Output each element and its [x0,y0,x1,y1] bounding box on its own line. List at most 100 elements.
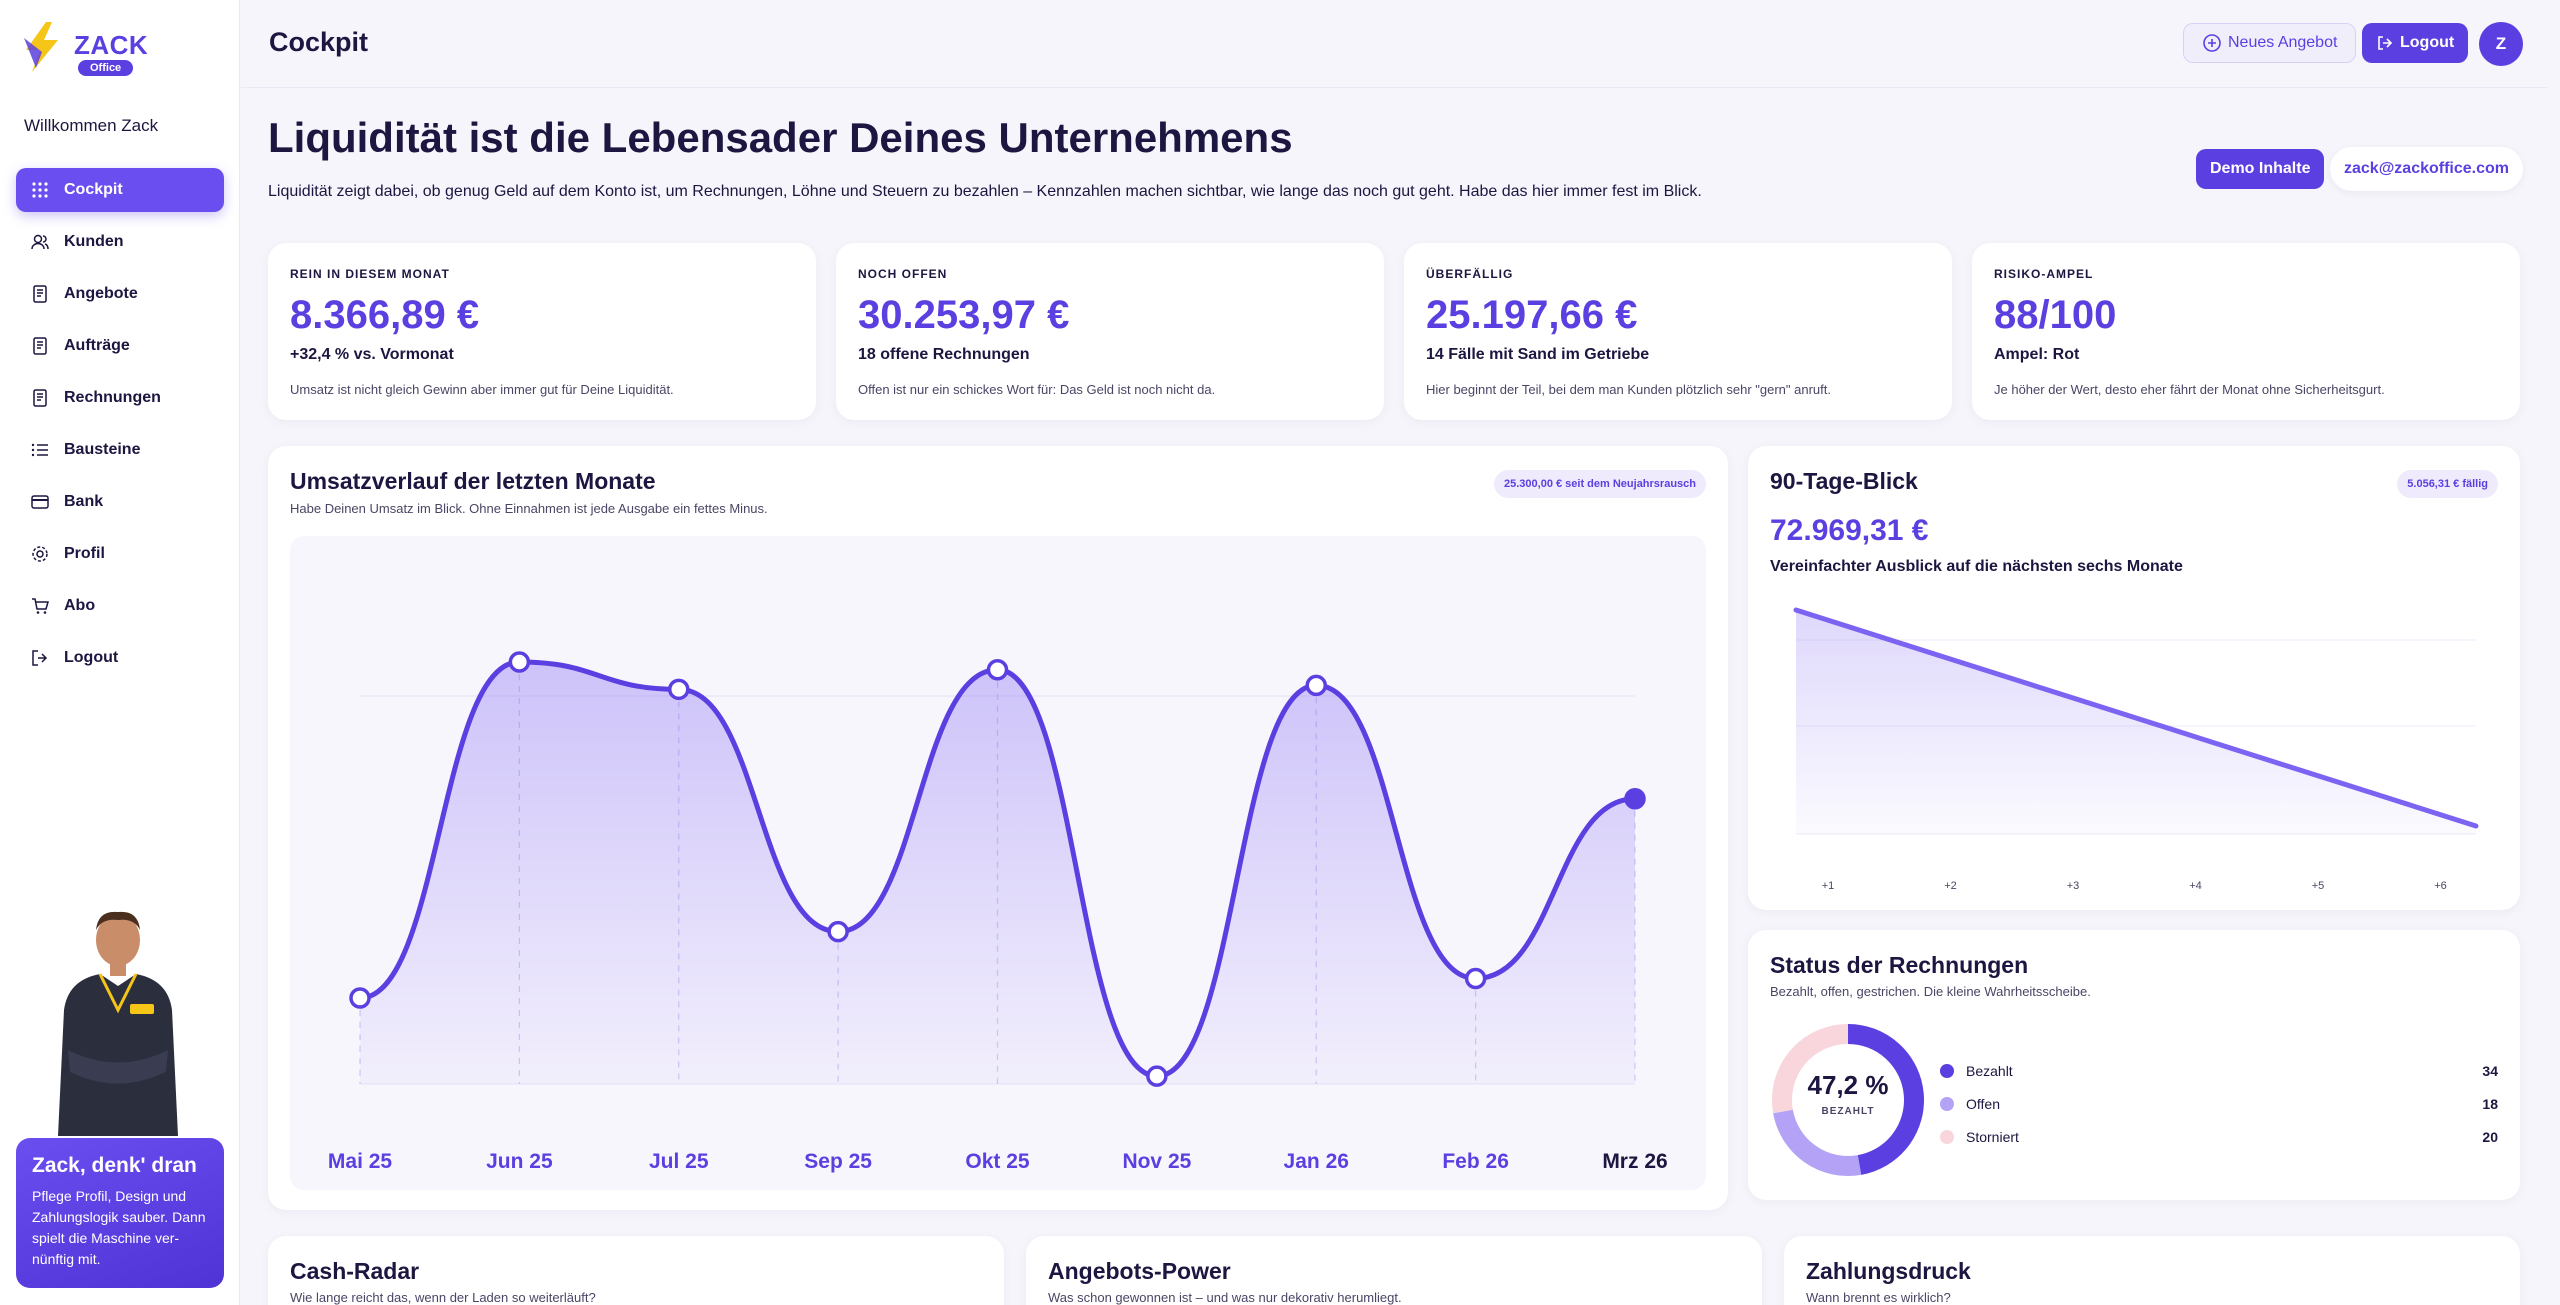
x-tick-label: Jan 26 [1284,1150,1349,1173]
page-scrollbar[interactable] [2548,0,2560,1305]
payment-pressure-subtitle: Wann brennt es wirklich? [1806,1290,1951,1305]
legend-dot [1940,1130,1954,1144]
x-tick-label: +1 [1822,880,1835,892]
kpi-sub: Ampel: Rot [1994,346,2080,363]
tip-text: Pflege Profil, Design und Zahlungslogik … [32,1188,206,1267]
ninety-pill: 5.056,31 € fällig [2397,470,2498,498]
kpi-value: 30.253,97 € [858,293,1070,337]
donut-center-value: 47,2 % [1807,1070,1889,1100]
sidebar-item-aufträge[interactable]: Aufträge [16,324,224,368]
revenue-subtitle: Habe Deinen Umsatz im Blick. Ohne Einnah… [290,501,768,516]
legend-dot [1940,1097,1954,1111]
sidebar-item-label: Angebote [64,285,138,302]
new-offer-button[interactable]: Neues Angebot [2183,23,2357,63]
plus-circle-icon [2203,34,2221,52]
kpi-card-income: REIN IN DIESEM MONAT 8.366,89 € +32,4 % … [268,243,816,420]
revenue-point[interactable] [1624,787,1646,810]
legend-item: Storniert 20 [1940,1126,2498,1148]
revenue-point[interactable] [1305,674,1327,697]
tip-title: Zack, denk' dran [32,1154,197,1177]
revenue-point[interactable] [1146,1065,1168,1087]
ninety-title: 90-Tage-Blick [1770,468,1918,494]
revenue-point[interactable] [986,659,1009,681]
status-title: Status der Rechnungen [1770,952,2029,978]
sidebar-item-bausteine[interactable]: Bausteine [16,428,224,472]
revenue-line [359,659,1636,1079]
x-tick-label: Sep 25 [804,1150,872,1173]
ninety-subtitle: Vereinfachter Ausblick auf die nächsten … [1770,558,2183,575]
sidebar-item-label: Aufträge [64,337,130,354]
payment-pressure-card: Zahlungsdruck Wann brennt es wirklich? [1784,1236,2520,1305]
kpi-card-risk: RISIKO-AMPEL 88/100 Ampel: Rot Je höher … [1972,243,2520,420]
kpi-value: 88/100 [1994,293,2117,337]
sidebar-item-label: Bank [64,493,104,510]
sidebar-item-rechnungen[interactable]: Rechnungen [16,376,224,420]
sidebar-nav: Cockpit Kunden Angebote Aufträge Rechnungen B… [16,168,224,688]
kpi-sub: 18 offene Rechnungen [858,346,1030,363]
sidebar-item-label: Abo [64,597,96,614]
legend-label: Storniert [1966,1129,2019,1145]
status-donut [1772,1024,1924,1176]
kpi-note: Offen ist nur ein schickes Wort für: Das… [858,382,1216,397]
logout-icon [30,648,50,668]
legend-dot [1940,1064,1954,1078]
donut-slice[interactable] [1847,1024,1924,1175]
mascot-illustration [58,911,178,1136]
kpi-note: Umsatz ist nicht gleich Gewinn aber imme… [290,382,674,397]
hero-subtitle: Liquidität zeigt dabei, ob genug Geld au… [268,183,1702,200]
kpi-value: 25.197,66 € [1426,293,1638,337]
sidebar-item-angebote[interactable]: Angebote [16,272,224,316]
revenue-pill: 25.300,00 € seit dem Neujahrsrausch [1494,470,1706,498]
forecast-line [1793,607,2479,829]
donut-slice[interactable] [1772,1024,1849,1114]
legend-count: 20 [2482,1129,2498,1145]
payment-pressure-title: Zahlungsdruck [1806,1258,1971,1284]
legend-label: Offen [1966,1096,2000,1112]
revenue-point[interactable] [668,678,690,701]
legend-item: Offen 18 [1940,1093,2498,1115]
revenue-chart: Mai 25 Jun 25 Jul 25 Sep 25 Okt 25 Nov 25 Jan … [328,651,1668,1173]
invoice-status-card: Status der Rechnungen Bezahlt, offen, ge… [1748,930,2520,1200]
revenue-point[interactable] [349,987,371,1009]
revenue-point[interactable] [508,651,531,673]
sidebar-item-profil[interactable]: Profil [16,532,224,576]
page-title: Cockpit [269,27,369,57]
kpi-label: RISIKO-AMPEL [1994,267,2094,281]
document-icon [30,388,50,408]
sidebar-item-kunden[interactable]: Kunden [16,220,224,264]
sidebar-item-abo[interactable]: Abo [16,584,224,628]
revenue-plot-area: Mai 25 Jun 25 Jul 25 Sep 25 Okt 25 Nov 25 Jan … [290,536,1706,1190]
kpi-sub: 14 Fälle mit Sand im Getriebe [1426,346,1650,363]
brand-sub: Office [78,60,134,76]
revenue-point[interactable] [1464,967,1487,990]
revenue-point[interactable] [827,920,849,943]
logout-button[interactable]: Logout [2362,23,2469,63]
email-pill[interactable]: zack@zackoffice.com [2330,147,2524,191]
revenue-title: Umsatzverlauf der letzten Monate [290,468,656,494]
sidebar-item-bank[interactable]: Bank [16,480,224,524]
new-offer-label: Neues Angebot [2228,34,2338,51]
offer-power-card: Angebots-Power Was schon gewonnen ist – … [1026,1236,1762,1305]
donut-slice[interactable] [1773,1109,1862,1176]
sidebar-item-logout[interactable]: Logout [16,636,224,680]
sidebar-item-label: Cockpit [64,181,123,198]
demo-content-button[interactable]: Demo Inhalte [2196,149,2325,189]
welcome-text: Willkommen Zack [24,116,159,135]
kpi-note: Je höher der Wert, desto eher fährt der … [1994,382,2385,397]
avatar[interactable]: Z [2479,22,2523,66]
offer-power-title: Angebots-Power [1048,1258,1231,1284]
ninety-day-card: 90-Tage-Blick 5.056,31 € fällig 72.969,3… [1748,446,2520,910]
kpi-value: 8.366,89 € [290,293,480,337]
sidebar-item-cockpit[interactable]: Cockpit [16,168,224,212]
cash-radar-subtitle: Wie lange reicht das, wenn der Laden so … [290,1290,596,1305]
sidebar-item-label: Profil [64,545,105,562]
x-tick-label: Mai 25 [328,1150,393,1173]
gear-icon [30,544,50,564]
sidebar-item-label: Kunden [64,233,124,250]
cart-icon [30,596,50,616]
brand-logo[interactable]: ZACK Office [22,22,172,82]
x-tick-label: Jul 25 [649,1150,709,1173]
x-tick-label: +4 [2189,880,2202,892]
document-icon [30,336,50,356]
x-tick-label: Nov 25 [1122,1150,1191,1173]
